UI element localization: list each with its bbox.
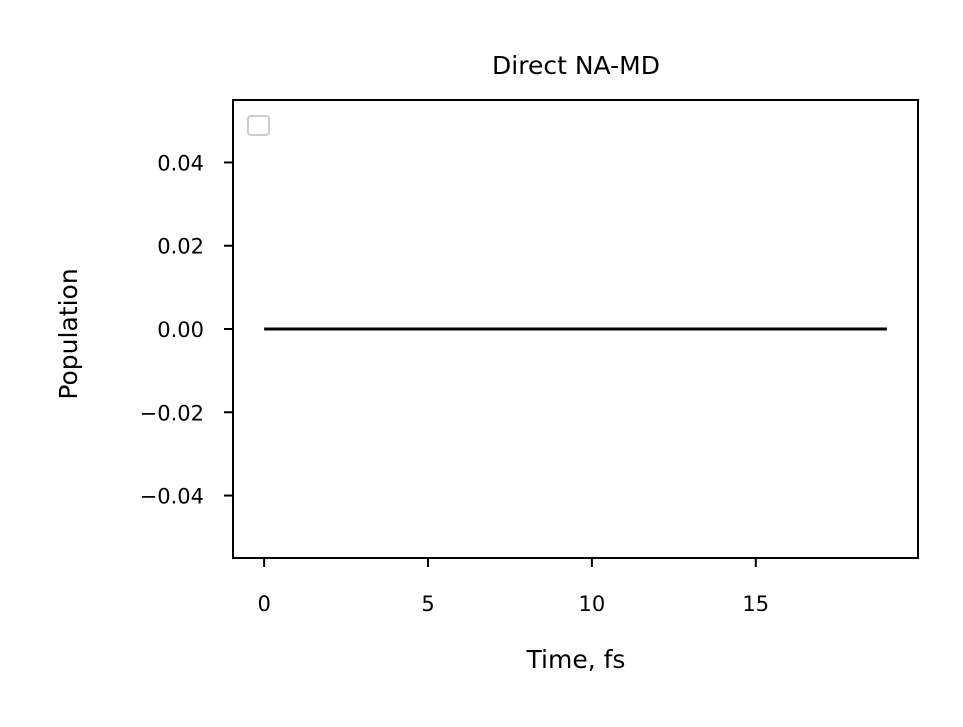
y-axis: 0.04 0.02 0.00 −0.02 −0.04 bbox=[140, 151, 233, 509]
y-tick-label: −0.02 bbox=[140, 401, 204, 425]
x-tick-label: 15 bbox=[742, 592, 769, 616]
x-tick-label: 0 bbox=[257, 592, 270, 616]
y-tick-label: 0.04 bbox=[157, 151, 204, 175]
legend-box bbox=[247, 115, 270, 136]
x-axis: 0 5 10 15 bbox=[257, 558, 769, 616]
x-axis-label: Time, fs bbox=[526, 645, 626, 674]
x-tick-label: 5 bbox=[421, 592, 434, 616]
y-tick-label: 0.00 bbox=[157, 318, 204, 342]
y-tick-label: 0.02 bbox=[157, 235, 204, 259]
x-tick-label: 10 bbox=[579, 592, 606, 616]
chart-title: Direct NA-MD bbox=[492, 51, 660, 80]
y-axis-label: Population bbox=[54, 268, 83, 399]
plot-frame bbox=[232, 99, 919, 559]
y-tick-label: −0.04 bbox=[140, 485, 204, 509]
